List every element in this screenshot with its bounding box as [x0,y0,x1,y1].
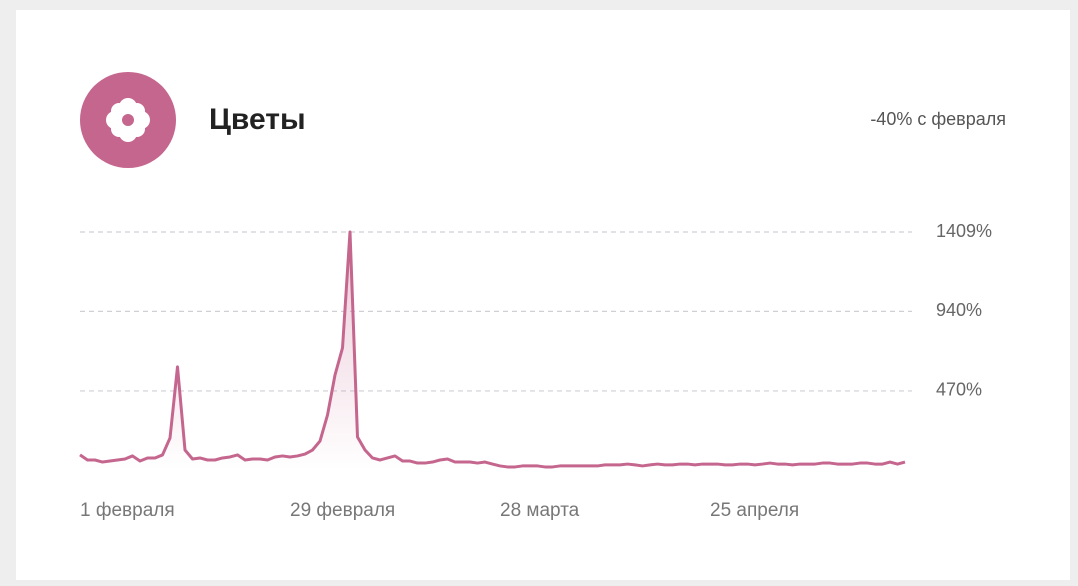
x-tick-label: 29 февраля [290,500,395,521]
x-tick-label: 1 февраля [80,500,175,521]
x-tick-label: 25 апреля [710,500,799,521]
line [79,230,906,469]
y-tick-label: 940% [936,300,982,320]
chart-title: Цветы [209,103,306,136]
y-tick-label: 470% [936,380,982,400]
y-tick-label: 1409% [936,221,992,241]
card-background [16,10,1070,580]
flower-icon [80,72,176,168]
x-tick-label: 28 марта [500,500,580,521]
annotation: -40% с февраля [870,109,1006,129]
